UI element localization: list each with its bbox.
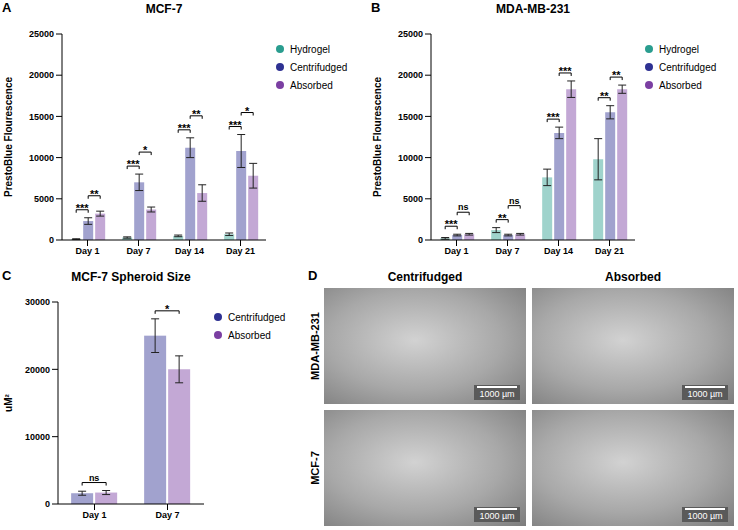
svg-text:20000: 20000	[29, 70, 54, 80]
svg-text:PrestoBlue Flourescence: PrestoBlue Flourescence	[372, 77, 383, 197]
svg-text:***: ***	[127, 158, 141, 170]
svg-text:*: *	[143, 144, 148, 156]
svg-text:***: ***	[559, 65, 573, 77]
svg-text:**: **	[612, 69, 621, 81]
svg-text:ns: ns	[458, 202, 469, 212]
svg-text:***: ***	[547, 111, 561, 123]
html-text:A: A	[2, 0, 12, 15]
svg-text:25000: 25000	[398, 29, 423, 39]
svg-text:ns: ns	[89, 473, 100, 483]
svg-text:uM²: uM²	[3, 393, 14, 411]
svg-text:Day 14: Day 14	[175, 246, 204, 256]
html-text:MDA-MB-231: MDA-MB-231	[309, 312, 321, 380]
svg-text:0: 0	[49, 235, 54, 245]
svg-text:Day 21: Day 21	[595, 246, 624, 256]
svg-text:20000: 20000	[398, 70, 423, 80]
html-text:1000 µm: 1000 µm	[687, 511, 723, 521]
svg-text:30000: 30000	[25, 297, 50, 307]
html-text:MCF-7: MCF-7	[145, 2, 183, 16]
svg-text:Day 1: Day 1	[82, 510, 106, 520]
svg-text:0: 0	[418, 235, 423, 245]
svg-text:15000: 15000	[398, 112, 423, 122]
html-text:Absorbed: Absorbed	[290, 79, 333, 91]
svg-text:Day 14: Day 14	[544, 246, 573, 256]
svg-text:15000: 15000	[29, 112, 54, 122]
html-text:Hydrogel: Hydrogel	[290, 43, 330, 55]
svg-text:Day 7: Day 7	[155, 510, 179, 520]
svg-text:Day 1: Day 1	[444, 246, 468, 256]
html-text:Centrifudged: Centrifudged	[228, 311, 286, 323]
html-text:C: C	[2, 268, 12, 283]
html-text:B: B	[371, 0, 381, 15]
html-text:Hydrogel: Hydrogel	[659, 43, 699, 55]
html-text:D: D	[308, 268, 318, 283]
html-text:MCF-7: MCF-7	[309, 451, 321, 485]
svg-text:***: ***	[76, 202, 90, 214]
html-text:Absorbed: Absorbed	[228, 329, 271, 341]
svg-text:*: *	[165, 303, 170, 315]
svg-text:Day 1: Day 1	[75, 246, 99, 256]
html-text:Centrifudged: Centrifudged	[659, 61, 717, 73]
html-text:Centrifudged: Centrifudged	[387, 270, 463, 284]
svg-text:*: *	[245, 105, 250, 117]
svg-text:***: ***	[445, 218, 459, 230]
svg-text:5000: 5000	[34, 194, 54, 204]
svg-text:Day 7: Day 7	[495, 246, 519, 256]
svg-text:25000: 25000	[29, 29, 54, 39]
svg-text:10000: 10000	[398, 153, 423, 163]
svg-text:ns: ns	[509, 196, 520, 206]
svg-text:0: 0	[45, 499, 50, 509]
html-text:MDA-MB-231: MDA-MB-231	[496, 2, 570, 16]
html-text:1000 µm: 1000 µm	[479, 389, 515, 399]
svg-text:**: **	[192, 108, 201, 120]
svg-text:***: ***	[229, 119, 243, 131]
svg-text:***: ***	[178, 122, 192, 134]
html-text:Absorbed: Absorbed	[605, 270, 661, 284]
svg-text:5000: 5000	[403, 194, 423, 204]
svg-text:20000: 20000	[25, 365, 50, 375]
svg-text:10000: 10000	[29, 153, 54, 163]
svg-text:Day 7: Day 7	[126, 246, 150, 256]
svg-text:**: **	[90, 188, 99, 200]
html-text:1000 µm: 1000 µm	[687, 389, 723, 399]
svg-text:**: **	[498, 212, 507, 224]
html-text:1000 µm: 1000 µm	[479, 511, 515, 521]
svg-text:Day 21: Day 21	[226, 246, 255, 256]
svg-text:**: **	[600, 90, 609, 102]
html-text:Absorbed: Absorbed	[659, 79, 702, 91]
svg-text:PrestoBlue Flourescence: PrestoBlue Flourescence	[3, 77, 14, 197]
svg-text:10000: 10000	[25, 432, 50, 442]
html-text:Centrifudged: Centrifudged	[290, 61, 348, 73]
html-text:MCF-7 Spheroid Size: MCF-7 Spheroid Size	[71, 270, 191, 284]
